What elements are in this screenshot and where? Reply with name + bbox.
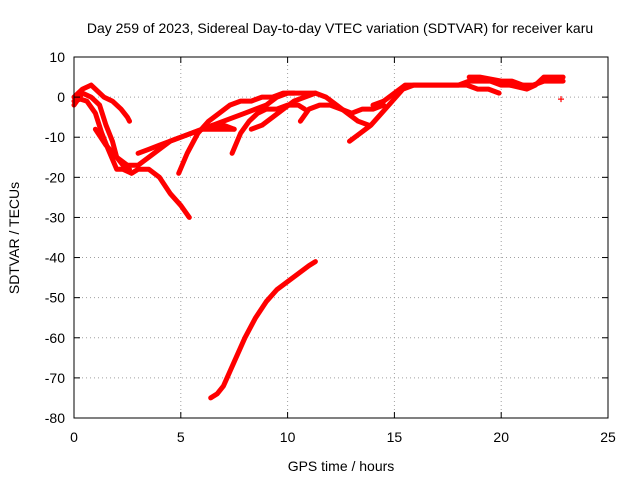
x-tick-label: 15 — [387, 429, 403, 445]
x-tick-label: 10 — [280, 429, 296, 445]
series-layer — [71, 74, 566, 401]
y-tick-label: -30 — [45, 209, 65, 225]
series-track-10 — [297, 102, 387, 124]
x-axis-label: GPS time / hours — [288, 458, 395, 474]
y-tick-label: -50 — [45, 290, 65, 306]
plot-frame — [73, 56, 609, 419]
y-tick-label: -60 — [45, 330, 65, 346]
series-track-14 — [507, 74, 566, 92]
y-tick-label: -10 — [45, 129, 65, 145]
grid-lines — [74, 57, 608, 418]
y-tick-label: -40 — [45, 250, 65, 266]
y-tick-label: -20 — [45, 169, 65, 185]
x-tick-label: 5 — [177, 429, 185, 445]
series-track-11 — [347, 82, 502, 144]
x-tick-label: 20 — [493, 429, 509, 445]
series-track-15 — [208, 259, 318, 401]
series-track-12 — [370, 78, 526, 108]
y-tick-label: -80 — [45, 410, 65, 426]
series-track-3 — [71, 82, 132, 124]
series-track-8 — [199, 90, 297, 132]
x-tick-label: 25 — [600, 429, 616, 445]
y-tick-label: 10 — [49, 49, 65, 65]
isolated-point-marker — [558, 96, 565, 103]
axis-ticks: 0 5 10 15 20 25 10 0 -10 -20 -30 -40 -50 -60 -70 -80 — [45, 49, 616, 445]
series-track-7 — [229, 102, 308, 156]
series-track-13 — [466, 74, 566, 88]
series-track-1 — [71, 96, 192, 220]
x-tick-label: 0 — [70, 429, 78, 445]
chart-title: Day 259 of 2023, Sidereal Day-to-day VTE… — [87, 20, 593, 36]
y-tick-label: 0 — [57, 89, 65, 105]
y-tick-label: -70 — [45, 370, 65, 386]
y-axis-label: SDTVAR / TECUs — [6, 182, 22, 294]
